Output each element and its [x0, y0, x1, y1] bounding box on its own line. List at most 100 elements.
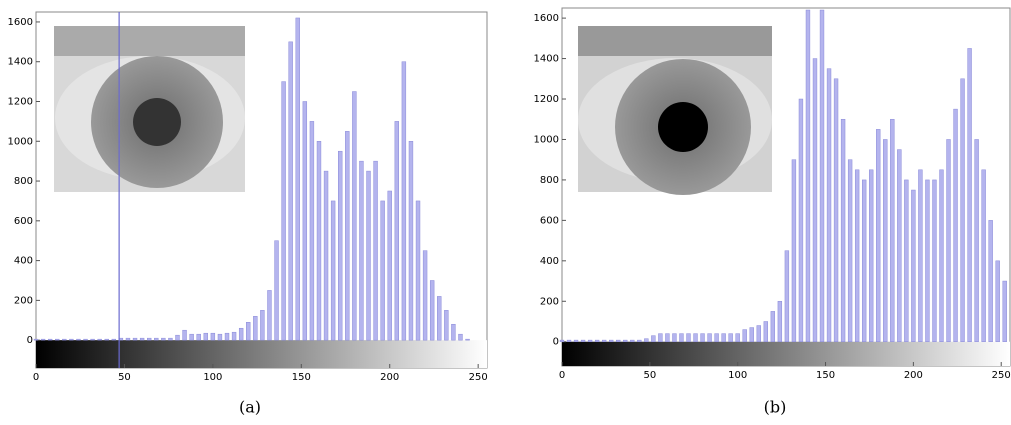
x-tick-label: 150	[816, 370, 835, 381]
y-tick-label: 200	[14, 295, 33, 306]
x-tick-label: 100	[728, 370, 747, 381]
bar	[161, 337, 166, 341]
bar	[55, 338, 60, 341]
bar	[90, 338, 95, 341]
bar	[861, 179, 867, 342]
bar	[69, 338, 74, 341]
bar	[373, 160, 378, 341]
bar	[728, 333, 733, 342]
bar	[175, 334, 180, 341]
bar	[210, 332, 216, 341]
bar	[826, 68, 832, 342]
bar	[644, 338, 649, 342]
y-tick-label: 1400	[8, 57, 33, 68]
bar	[763, 321, 768, 342]
bar	[812, 58, 818, 342]
bar	[387, 190, 392, 341]
bar	[946, 139, 951, 342]
bar	[833, 78, 839, 342]
y-tick-label: 1200	[8, 96, 33, 107]
y-tick-label: 1400	[534, 54, 559, 65]
bar	[401, 61, 407, 341]
bar	[139, 337, 145, 341]
bar	[714, 333, 719, 342]
bar	[672, 333, 677, 342]
bar	[408, 141, 414, 341]
bar	[203, 332, 208, 341]
bar	[444, 310, 449, 341]
bar	[791, 159, 797, 342]
x-tick-label: 250	[469, 372, 488, 383]
bar	[415, 200, 421, 341]
bar	[911, 189, 916, 342]
bar	[246, 322, 251, 341]
bar	[288, 41, 293, 341]
bar	[316, 141, 322, 341]
bar	[658, 333, 663, 342]
bar	[1002, 280, 1007, 342]
y-tick-label: 600	[540, 215, 559, 226]
bar	[40, 338, 46, 341]
bar	[302, 101, 308, 341]
bar	[323, 170, 329, 341]
bar	[693, 333, 698, 342]
bar	[805, 9, 811, 342]
bar	[707, 333, 712, 342]
bar	[580, 339, 586, 342]
bar	[295, 17, 300, 341]
bar	[566, 339, 572, 342]
y-tick-label: 0	[553, 337, 559, 348]
bar	[960, 78, 965, 342]
bar	[429, 280, 435, 341]
bar	[995, 260, 1000, 342]
bar	[623, 339, 628, 342]
caption: (a)	[239, 398, 261, 417]
bar	[309, 121, 315, 341]
bar	[939, 169, 944, 342]
bar	[630, 339, 635, 342]
y-tick-label: 400	[14, 256, 33, 267]
bar	[458, 333, 463, 341]
bar	[925, 179, 930, 342]
bar	[253, 316, 258, 341]
bar	[394, 121, 399, 341]
x-tick-label: 100	[203, 372, 222, 383]
bar	[594, 339, 600, 342]
bar	[260, 310, 265, 341]
bar	[168, 337, 173, 341]
x-tick-label: 50	[643, 370, 656, 381]
bar	[869, 169, 874, 342]
bar	[890, 118, 895, 342]
x-tick-label: 150	[292, 372, 311, 383]
bar	[359, 160, 364, 341]
bar	[125, 337, 131, 341]
x-tick-label: 200	[904, 370, 923, 381]
eye-image-a	[54, 26, 245, 192]
y-tick-label: 1200	[534, 94, 559, 105]
bar	[132, 337, 138, 341]
bar	[876, 129, 881, 342]
bar	[231, 331, 237, 341]
y-tick-label: 1000	[534, 134, 559, 145]
x-tick-label: 0	[559, 370, 565, 381]
x-tick-label: 200	[380, 372, 399, 383]
bar	[559, 339, 565, 342]
bar	[217, 333, 223, 341]
bar	[616, 339, 621, 342]
bar	[932, 179, 937, 342]
bar	[897, 149, 902, 342]
bar	[953, 108, 958, 342]
eye-image-b	[578, 26, 772, 195]
x-tick-label: 50	[118, 372, 131, 383]
colorbar	[36, 340, 487, 368]
bar	[97, 338, 102, 341]
y-tick-label: 1600	[534, 13, 559, 24]
x-tick-label: 0	[33, 372, 39, 383]
bar	[33, 338, 39, 341]
bar	[847, 159, 853, 342]
histogram: 0 200 400 600 800 1000 1200 1400 1600 0 50 100 150 20…	[8, 11, 488, 417]
bar	[281, 81, 286, 341]
x-tick-label: 250	[992, 370, 1011, 381]
bar	[883, 139, 888, 342]
bar	[854, 169, 860, 342]
